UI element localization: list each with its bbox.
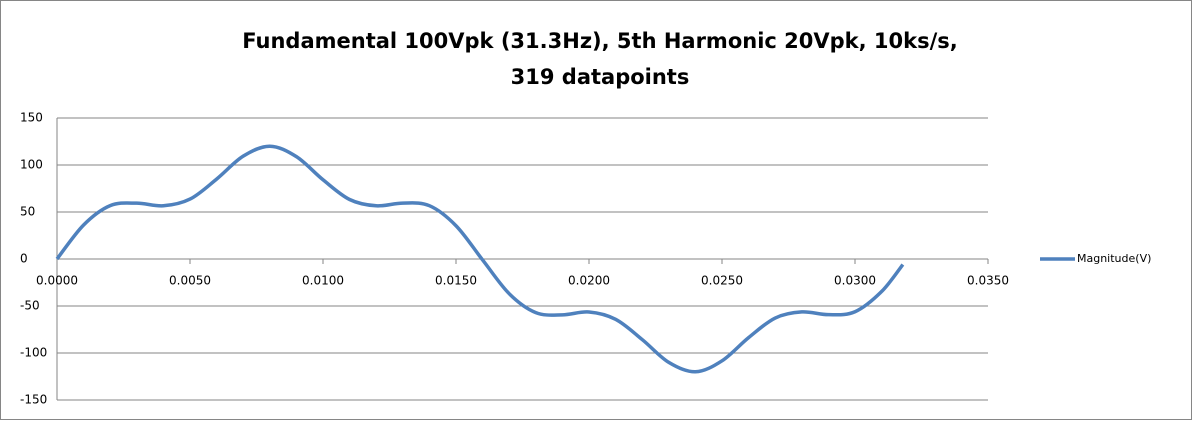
x-tick-label: 0.0300 — [834, 274, 876, 288]
x-tick-label: 0.0250 — [701, 274, 743, 288]
y-tick-label: 50 — [20, 205, 35, 219]
line-series — [55, 144, 905, 374]
y-tick-label: 100 — [20, 158, 43, 172]
y-tick-label: -150 — [20, 393, 47, 407]
y-tick-label: 150 — [20, 111, 43, 125]
y-tick-label: -100 — [20, 346, 47, 360]
x-tick-label: 0.0000 — [36, 274, 78, 288]
y-tick-label: 0 — [20, 252, 28, 266]
y-tick-label: -50 — [20, 299, 40, 313]
x-tick-label: 0.0350 — [967, 274, 1009, 288]
x-tick-label: 0.0050 — [169, 274, 211, 288]
x-tick-label: 0.0100 — [302, 274, 344, 288]
x-tick-label: 0.0200 — [568, 274, 610, 288]
chart-title: 319 datapoints — [511, 65, 690, 89]
legend-label: Magnitude(V) — [1077, 252, 1151, 265]
chart-title: Fundamental 100Vpk (31.3Hz), 5th Harmoni… — [242, 29, 958, 53]
x-tick-label: 0.0150 — [435, 274, 477, 288]
